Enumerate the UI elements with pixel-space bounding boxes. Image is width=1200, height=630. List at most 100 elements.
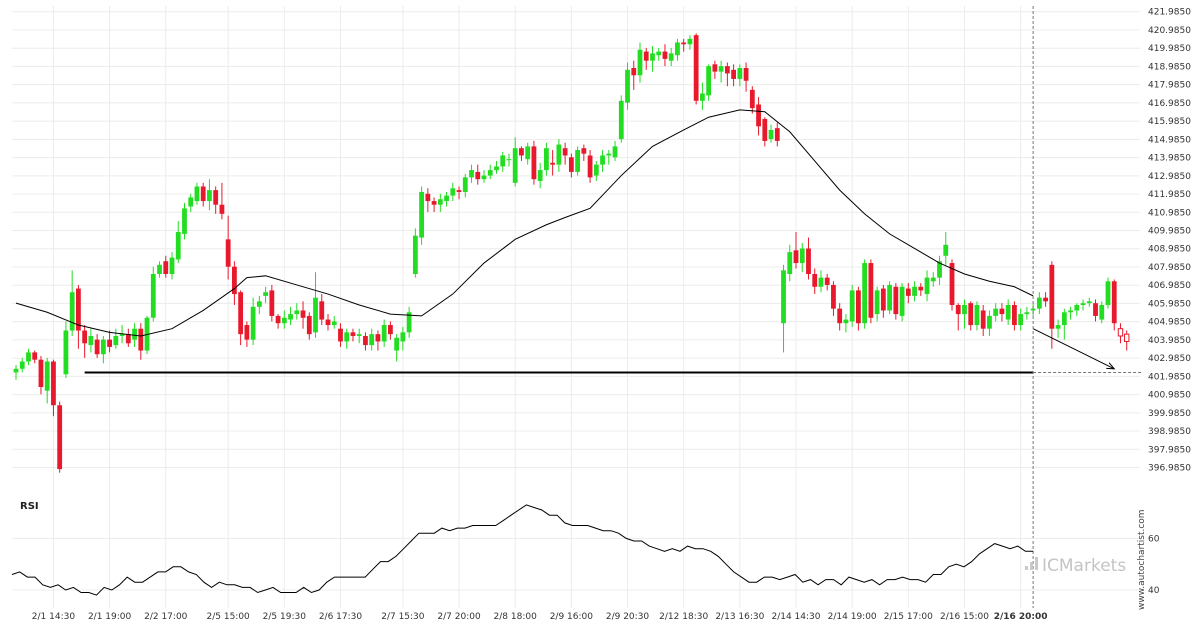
candle-body [880, 288, 886, 311]
candle-body [132, 328, 137, 340]
candle-body [1111, 281, 1117, 324]
candle-body [668, 53, 674, 61]
logo-bar-3 [1035, 557, 1038, 570]
candle-body [918, 286, 924, 291]
candle-body [331, 321, 337, 326]
x-tick-label: 2/13 16:30 [715, 612, 764, 622]
candle-body [1105, 281, 1111, 305]
candle-body [899, 286, 905, 316]
y-tick-label: 399.9850 [1148, 409, 1191, 419]
candle-body [724, 66, 730, 74]
moving-average-line [15, 109, 1034, 337]
rsi-label: RSI [20, 501, 39, 512]
candle-body [731, 69, 736, 79]
candle-body [82, 330, 88, 344]
candle-body [793, 250, 799, 264]
candle-body [893, 286, 899, 315]
candle-body [818, 277, 824, 287]
candle-body [275, 315, 281, 324]
candle-body [787, 252, 793, 274]
candle-body [999, 308, 1005, 315]
grid-lines [12, 6, 1140, 608]
candle-body [930, 277, 936, 282]
candle-body [768, 129, 774, 140]
candle-body [974, 304, 980, 326]
candle-body [856, 290, 861, 324]
candle-body [456, 190, 462, 192]
candle-body [1080, 303, 1086, 305]
candle-body [512, 148, 518, 183]
brand-watermark: ICMarkets [1042, 556, 1126, 576]
candle-body [325, 319, 331, 326]
site-watermark: www.autochartist.com [1137, 509, 1147, 610]
candle-body [743, 67, 749, 81]
candle-body [506, 159, 512, 161]
rsi-panel: RSI 60 40 [11, 501, 1160, 596]
candle-body [288, 314, 293, 320]
y-tick-label: 413.9850 [1148, 154, 1191, 164]
candle-body [381, 325, 387, 342]
candle-body [637, 49, 643, 76]
candle-body [26, 352, 31, 362]
candle-body [338, 328, 343, 342]
candle-body [412, 235, 418, 274]
y-tick-label: 412.9850 [1148, 172, 1191, 182]
candle-body [494, 166, 499, 171]
candle-body [868, 263, 874, 318]
candle-body [419, 191, 424, 238]
x-tick-label: 2/16 20:00 [994, 612, 1048, 622]
candle-body [263, 292, 268, 296]
x-tick-label: 2/1 19:00 [88, 612, 132, 622]
candle-body [700, 93, 705, 101]
candle-body [225, 239, 231, 267]
projection-line [1032, 328, 1115, 370]
candle-body [693, 35, 699, 101]
candle-body [57, 405, 63, 470]
candle-body [256, 301, 262, 307]
candle-body [269, 290, 275, 316]
candle-body [44, 361, 50, 391]
candle-body [138, 328, 144, 351]
candle-body [38, 359, 44, 388]
candle-body [1036, 297, 1042, 309]
candle-body [943, 244, 949, 256]
candle-body [487, 170, 493, 176]
candle-body [987, 315, 992, 329]
candle-body [556, 144, 562, 165]
candle-body [568, 157, 574, 172]
candle-body [1061, 312, 1067, 326]
candle-body [375, 334, 381, 342]
brand-logo: ICMarkets [1025, 556, 1126, 576]
candle-body [281, 317, 287, 324]
candle-body [781, 270, 786, 324]
candle-body [1024, 312, 1030, 315]
candle-body [219, 204, 225, 214]
candle-body [874, 290, 880, 315]
x-tick-label: 2/15 17:00 [884, 612, 933, 622]
candle-body [431, 201, 437, 205]
candle-body [200, 186, 206, 202]
candle-body [163, 261, 169, 274]
candle-body [1117, 328, 1124, 337]
candle-body [319, 301, 325, 320]
x-tick-label: 2/12 18:30 [659, 612, 708, 622]
candle-body [13, 368, 19, 373]
candle-body [618, 100, 624, 140]
candle-body [388, 325, 393, 335]
candle-body [1074, 304, 1080, 311]
x-tick-label: 2/2 17:00 [144, 612, 188, 622]
y-tick-label: 402.9850 [1148, 354, 1191, 364]
y-tick-label: 415.9850 [1148, 117, 1191, 127]
candle-body [749, 89, 755, 109]
candle-body [232, 266, 237, 295]
candle-body [706, 66, 712, 96]
candle-body [862, 263, 868, 324]
candle-body [675, 42, 680, 56]
candle-body [250, 306, 256, 340]
candle-body [681, 42, 687, 45]
candle-body [849, 290, 855, 322]
candle-body [88, 335, 94, 346]
candle-body [980, 310, 986, 329]
x-tick-label: 2/8 18:00 [494, 612, 538, 622]
candle-body [737, 67, 743, 79]
